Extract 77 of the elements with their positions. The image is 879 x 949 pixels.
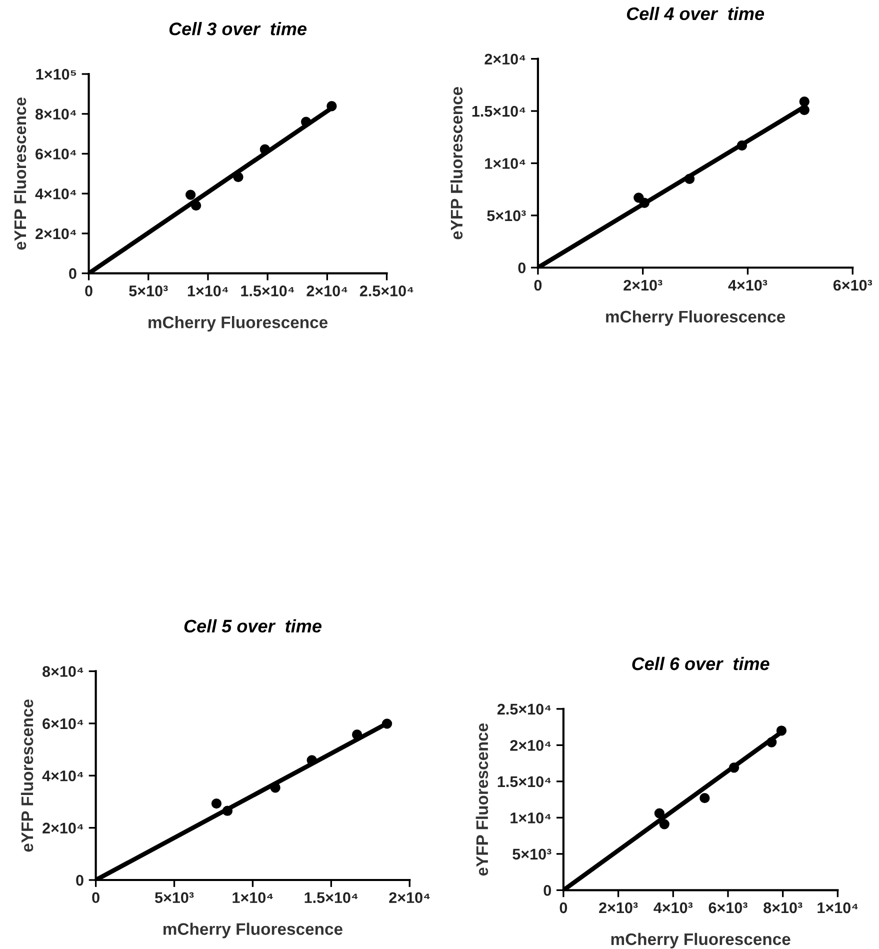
y-tick-label: 6×10⁴ bbox=[42, 718, 84, 730]
chart-title: Cell 3 over time bbox=[169, 22, 307, 36]
x-tick-label: 2.5×10⁴ bbox=[360, 286, 414, 296]
point bbox=[766, 737, 777, 748]
x-tick-label: 1×10⁴ bbox=[232, 892, 273, 904]
chart-title: Cell 5 over time bbox=[184, 619, 322, 633]
x-tick-label: 0 bbox=[534, 280, 542, 291]
point bbox=[639, 198, 650, 208]
x-tick-label: 6×10³ bbox=[708, 902, 748, 914]
point bbox=[700, 792, 710, 804]
point bbox=[185, 190, 196, 200]
chart-title: Cell 4 over time bbox=[626, 6, 764, 20]
point bbox=[260, 144, 270, 154]
y-tick-label: 0 bbox=[76, 874, 84, 886]
x-tick-label: 4×10³ bbox=[654, 902, 693, 914]
y-tick-label: 2×10⁴ bbox=[36, 228, 76, 240]
y-tick-label: 1×10⁴ bbox=[510, 812, 551, 824]
x-tick-label: 1×10⁴ bbox=[818, 902, 858, 914]
y-tick-label: 1.5×10⁴ bbox=[498, 776, 551, 788]
y-axis-title: eYFP Fluorescence bbox=[476, 723, 488, 876]
x-tick-label: 5×10³ bbox=[154, 892, 194, 904]
point bbox=[382, 718, 392, 729]
y-tick-label: 8×10⁴ bbox=[35, 108, 76, 120]
x-tick-label: 1.5×10⁴ bbox=[241, 286, 294, 296]
x-tick-label: 6×10³ bbox=[833, 280, 872, 291]
point bbox=[728, 762, 740, 773]
chart-title: Cell 6 over time bbox=[632, 656, 770, 670]
x-tick-label: 0 bbox=[92, 892, 100, 904]
point bbox=[300, 116, 312, 127]
x-tick-label: 2×10⁴ bbox=[389, 892, 430, 904]
x-tick-label: 0 bbox=[85, 286, 92, 296]
y-tick-label: 2×10⁴ bbox=[484, 54, 526, 65]
x-tick-label: 5×10³ bbox=[129, 286, 168, 296]
x-axis-title: mCherry Fluorescence bbox=[611, 932, 790, 948]
y-tick-label: 0 bbox=[69, 268, 76, 279]
x-tick-label: 2×10³ bbox=[599, 902, 638, 914]
point bbox=[270, 782, 280, 793]
x-axis-title: mCherry Fluorescence bbox=[164, 922, 342, 938]
x-axis-title: mCherry Fluorescence bbox=[148, 316, 328, 332]
point bbox=[799, 104, 810, 116]
y-tick-label: 0 bbox=[544, 885, 552, 896]
point bbox=[736, 140, 748, 151]
point bbox=[352, 730, 362, 740]
y-tick-label: 1×10⁵ bbox=[36, 68, 76, 80]
x-tick-label: 0 bbox=[560, 902, 568, 914]
y-tick-label: 8×10⁴ bbox=[42, 666, 84, 677]
point bbox=[654, 808, 665, 818]
point bbox=[211, 798, 222, 809]
y-axis-title: eYFP Fluorescence bbox=[450, 87, 463, 240]
x-tick-label: 2×10⁴ bbox=[306, 286, 348, 296]
y-tick-label: 1.5×10⁴ bbox=[472, 106, 526, 117]
point bbox=[233, 172, 244, 182]
point bbox=[222, 806, 233, 816]
y-tick-label: 1×10⁴ bbox=[485, 158, 526, 169]
point bbox=[776, 726, 787, 736]
y-tick-label: 4×10⁴ bbox=[35, 188, 76, 200]
y-axis-title: eYFP Fluorescence bbox=[20, 699, 34, 852]
point bbox=[190, 200, 202, 211]
y-tick-label: 2.5×10⁴ bbox=[497, 704, 551, 715]
point bbox=[326, 101, 337, 112]
x-tick-label: 1×10⁴ bbox=[188, 286, 228, 296]
y-tick-label: 6×10⁴ bbox=[36, 148, 76, 160]
x-tick-label: 1.5×10⁴ bbox=[304, 892, 358, 904]
x-tick-label: 2×10³ bbox=[624, 280, 662, 291]
y-axis-title: eYFP Fluorescence bbox=[14, 97, 26, 250]
x-tick-label: 8×10³ bbox=[764, 902, 802, 914]
y-tick-label: 0 bbox=[518, 262, 526, 274]
point bbox=[799, 96, 810, 107]
y-tick-label: 5×10³ bbox=[487, 210, 526, 222]
point bbox=[684, 174, 695, 184]
y-tick-label: 2×10⁴ bbox=[42, 822, 84, 834]
y-tick-label: 2×10⁴ bbox=[510, 740, 551, 751]
x-tick-label: 4×10³ bbox=[728, 280, 768, 291]
point bbox=[659, 819, 670, 830]
y-tick-label: 5×10³ bbox=[512, 848, 552, 860]
x-axis-title: mCherry Fluorescence bbox=[606, 310, 786, 326]
y-tick-label: 4×10⁴ bbox=[42, 770, 84, 782]
